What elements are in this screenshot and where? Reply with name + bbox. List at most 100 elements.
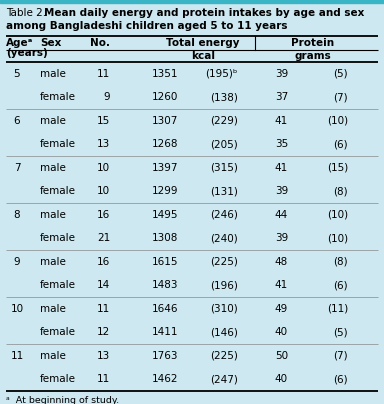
Text: 13: 13 [97,139,110,149]
Text: 16: 16 [97,210,110,220]
Text: (5): (5) [333,69,348,79]
Text: (5): (5) [333,327,348,337]
Text: 1495: 1495 [152,210,178,220]
Text: 11: 11 [97,374,110,384]
Text: (205): (205) [210,139,238,149]
Text: female: female [40,92,76,102]
Text: (310): (310) [210,304,238,314]
Text: Protein: Protein [291,38,334,48]
Text: (247): (247) [210,374,238,384]
Text: 12: 12 [97,327,110,337]
Text: 10: 10 [10,304,23,314]
Text: male: male [40,69,66,79]
Text: 35: 35 [275,139,288,149]
Text: 21: 21 [97,233,110,243]
Text: (15): (15) [327,163,348,173]
Text: (7): (7) [333,351,348,361]
Text: (225): (225) [210,257,238,267]
Text: 39: 39 [275,233,288,243]
Text: grams: grams [295,51,331,61]
Text: 40: 40 [275,327,288,337]
Text: 7: 7 [14,163,20,173]
Text: 10: 10 [97,186,110,196]
Text: (240): (240) [210,233,238,243]
Text: male: male [40,304,66,314]
Text: 1411: 1411 [152,327,178,337]
Text: 48: 48 [275,257,288,267]
Text: 1308: 1308 [152,233,178,243]
Text: male: male [40,163,66,173]
Text: Sex: Sex [40,38,61,48]
Text: 1397: 1397 [152,163,178,173]
Text: 9: 9 [103,92,110,102]
Text: female: female [40,233,76,243]
Text: 11: 11 [10,351,24,361]
Text: female: female [40,280,76,290]
Text: Mean daily energy and protein intakes by age and sex: Mean daily energy and protein intakes by… [44,8,364,18]
Bar [0,0,384,3]
Text: (6): (6) [333,374,348,384]
Text: 1260: 1260 [152,92,178,102]
Text: 11: 11 [97,69,110,79]
Text: (6): (6) [333,280,348,290]
Text: 1615: 1615 [152,257,178,267]
Text: (138): (138) [210,92,238,102]
Text: Table 2.: Table 2. [6,8,50,18]
Text: No.: No. [90,38,110,48]
Text: 1462: 1462 [152,374,178,384]
Text: 41: 41 [275,163,288,173]
Text: 6: 6 [14,116,20,126]
Text: female: female [40,186,76,196]
Text: among Bangladeshi children aged 5 to 11 years: among Bangladeshi children aged 5 to 11 … [6,21,288,31]
Text: (196): (196) [210,280,238,290]
Text: 15: 15 [97,116,110,126]
Text: (225): (225) [210,351,238,361]
Text: 44: 44 [275,210,288,220]
Text: male: male [40,210,66,220]
Text: 11: 11 [97,304,110,314]
Text: Ageᵃ: Ageᵃ [6,38,33,48]
Text: (315): (315) [210,163,238,173]
Text: 1483: 1483 [152,280,178,290]
Text: 41: 41 [275,280,288,290]
Text: 10: 10 [97,163,110,173]
Text: (10): (10) [327,210,348,220]
Text: 39: 39 [275,186,288,196]
Text: 5: 5 [14,69,20,79]
Text: 16: 16 [97,257,110,267]
Text: 13: 13 [97,351,110,361]
Text: male: male [40,257,66,267]
Text: 39: 39 [275,69,288,79]
Text: (8): (8) [333,186,348,196]
Text: (6): (6) [333,139,348,149]
Text: 49: 49 [275,304,288,314]
Text: kcal: kcal [191,51,215,61]
Text: 8: 8 [14,210,20,220]
Text: male: male [40,116,66,126]
Text: 1351: 1351 [152,69,178,79]
Text: 1307: 1307 [152,116,178,126]
Text: (10): (10) [327,233,348,243]
Text: 1646: 1646 [152,304,178,314]
Text: 1299: 1299 [152,186,178,196]
Text: 50: 50 [275,351,288,361]
Text: (229): (229) [210,116,238,126]
Text: 9: 9 [14,257,20,267]
Text: female: female [40,139,76,149]
Text: (195)ᵇ: (195)ᵇ [205,69,238,79]
Text: (11): (11) [327,304,348,314]
Text: (8): (8) [333,257,348,267]
Text: 1763: 1763 [152,351,178,361]
Text: 40: 40 [275,374,288,384]
Text: female: female [40,327,76,337]
Text: (146): (146) [210,327,238,337]
Text: 14: 14 [97,280,110,290]
Text: ᵃ  At beginning of study.: ᵃ At beginning of study. [6,396,119,404]
Text: (246): (246) [210,210,238,220]
Text: 1268: 1268 [152,139,178,149]
Text: (10): (10) [327,116,348,126]
Text: Total energy: Total energy [166,38,240,48]
Text: (131): (131) [210,186,238,196]
Text: male: male [40,351,66,361]
Text: 37: 37 [275,92,288,102]
